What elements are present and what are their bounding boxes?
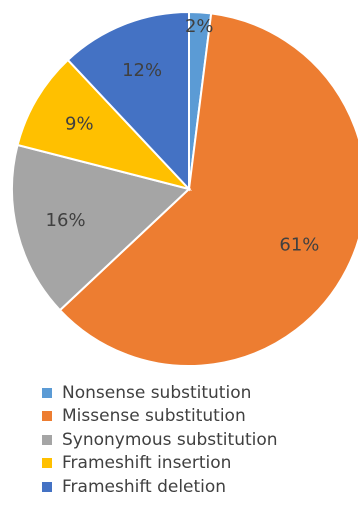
pie-chart: 2% 61% 16% 9% 12% [11, 10, 358, 367]
pie-slices [11, 10, 358, 367]
legend-swatch-icon [42, 481, 52, 492]
data-label: 16% [46, 210, 86, 231]
data-label: 61% [279, 235, 319, 256]
legend-item-nonsense-substitution: Nonsense substitution [42, 381, 358, 405]
pie-slice-missense-substitution [58, 12, 358, 367]
legend-swatch-icon [42, 434, 52, 445]
legend: Nonsense substitution Missense substitut… [42, 381, 358, 499]
pie-slice-frameshift-insertion [16, 58, 193, 191]
data-label: 12% [122, 60, 162, 81]
pie-slice-frameshift-deletion [66, 10, 190, 192]
data-label: 9% [65, 114, 94, 135]
legend-label: Missense substitution [62, 406, 246, 427]
legend-label: Frameshift insertion [62, 453, 232, 474]
data-label: 2% [185, 16, 214, 37]
legend-label: Frameshift deletion [62, 476, 227, 497]
pie-slice-synonymous-substitution [11, 143, 192, 312]
legend-swatch-icon [42, 387, 52, 398]
legend-label: Nonsense substitution [62, 382, 252, 403]
legend-swatch-icon [42, 411, 52, 422]
legend-item-synonymous-substitution: Synonymous substitution [42, 428, 358, 452]
legend-item-frameshift-insertion: Frameshift insertion [42, 452, 358, 476]
pie-data-labels: 2% 61% 16% 9% 12% [46, 16, 320, 256]
legend-label: Synonymous substitution [62, 429, 278, 450]
legend-item-frameshift-deletion: Frameshift deletion [42, 475, 358, 499]
legend-item-missense-substitution: Missense substitution [42, 405, 358, 429]
legend-swatch-icon [42, 458, 52, 469]
